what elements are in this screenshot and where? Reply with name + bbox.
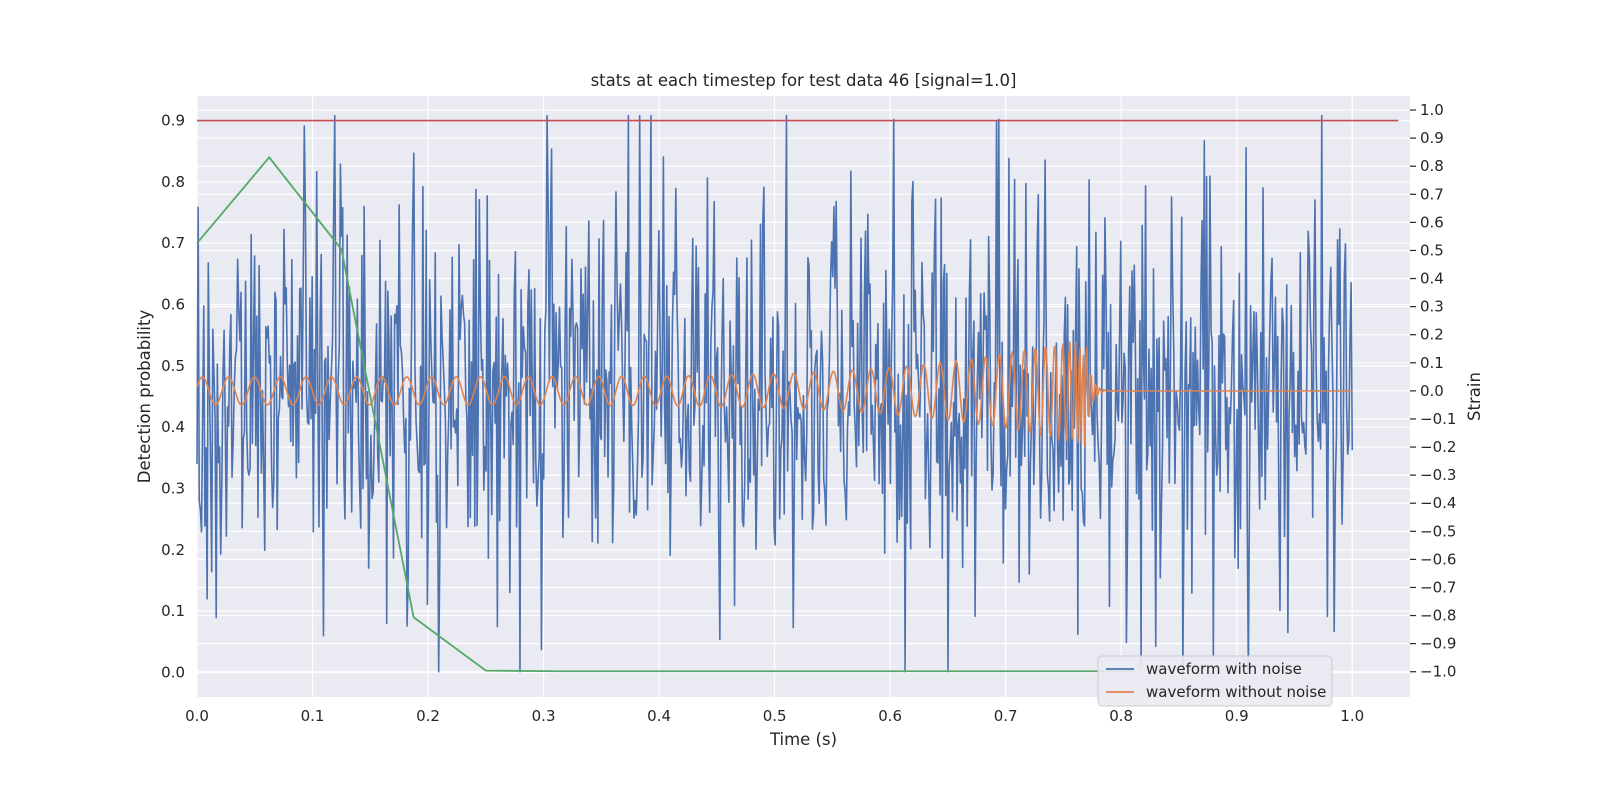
y-right-tick-label: 0.5 [1420, 241, 1444, 259]
y-right-tick-label: 0.4 [1420, 270, 1444, 288]
x-tick-label: 1.0 [1340, 707, 1364, 725]
y-left-tick-label: 0.1 [161, 602, 185, 620]
y-left-tick-label: 0.5 [161, 357, 185, 375]
y-left-tick-label: 0.9 [161, 112, 185, 130]
legend: waveform with noise waveform without noi… [1097, 655, 1333, 707]
series-detection-probability [196, 155, 1136, 673]
x-tick-label: 0.1 [301, 707, 325, 725]
tick-labels: 0.0 0.1 0.2 0.3 0.4 0.5 0.6 0.7 0.8 0.9 1.0 0.0 0.1 0… [161, 101, 1456, 725]
y-left-tick-label: 0.6 [161, 296, 185, 314]
x-axis-label: Time (s) [769, 730, 837, 749]
y-right-tick-label: −0.1 [1420, 410, 1456, 428]
legend-label-clean: waveform without noise [1146, 683, 1326, 701]
y-right-tick-label: 1.0 [1420, 101, 1444, 119]
y-axis-left-label: Detection probability [135, 310, 154, 484]
series-layer [196, 114, 1399, 673]
y-right-tick-label: −0.9 [1420, 635, 1456, 653]
y-left-tick-label: 0.4 [161, 418, 185, 436]
x-tick-label: 0.8 [1109, 707, 1133, 725]
y-right-tick-label: −0.2 [1420, 438, 1456, 456]
y-right-tick-label: 0.7 [1420, 185, 1444, 203]
y-right-tick-label: 0.9 [1420, 129, 1444, 147]
y-right-tick-label: 0.6 [1420, 213, 1444, 231]
y-right-tick-label: −0.3 [1420, 466, 1456, 484]
chart-title: stats at each timestep for test data 46 … [591, 71, 1017, 90]
y-right-tick-label: 0.8 [1420, 157, 1444, 175]
y-right-tick-label: 0.1 [1420, 354, 1444, 372]
series-waveform-without-noise [196, 341, 1353, 447]
legend-label-noise: waveform with noise [1146, 660, 1302, 678]
y-right-tick-label: −0.8 [1420, 607, 1456, 625]
y-right-tick-label: −0.6 [1420, 550, 1456, 568]
y-right-tick-label: −0.7 [1420, 578, 1456, 596]
series-waveform-with-noise [196, 114, 1354, 673]
y-right-tick-label: −0.4 [1420, 494, 1456, 512]
x-tick-label: 0.3 [532, 707, 556, 725]
y-left-tick-label: 0.3 [161, 479, 185, 497]
x-tick-label: 0.5 [763, 707, 787, 725]
y-right-tick-label: −1.0 [1420, 663, 1456, 681]
y-right-tick-label: −0.5 [1420, 522, 1456, 540]
y-left-tick-label: 0.0 [161, 663, 185, 681]
x-tick-label: 0.0 [185, 707, 209, 725]
x-tick-label: 0.7 [994, 707, 1018, 725]
y-left-tick-label: 0.7 [161, 234, 185, 252]
y-left-tick-label: 0.2 [161, 541, 185, 559]
x-tick-label: 0.9 [1225, 707, 1249, 725]
legend-box [1097, 655, 1333, 707]
x-tick-label: 0.2 [416, 707, 440, 725]
x-tick-label: 0.6 [878, 707, 902, 725]
y-right-tick-label: 0.0 [1420, 382, 1444, 400]
y-right-tick-label: 0.3 [1420, 298, 1444, 316]
y-left-tick-label: 0.8 [161, 173, 185, 191]
y-axis-right-label: Strain [1465, 372, 1484, 421]
x-tick-label: 0.4 [647, 707, 671, 725]
y-right-tick-label: 0.2 [1420, 326, 1444, 344]
